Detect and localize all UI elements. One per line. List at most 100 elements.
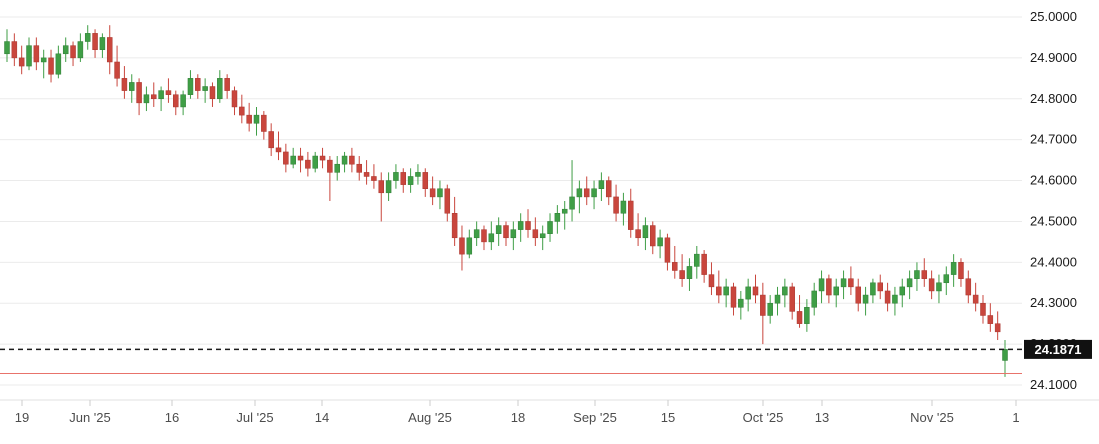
candle[interactable] [481, 225, 487, 251]
candle[interactable] [503, 221, 509, 246]
candle[interactable] [906, 270, 913, 300]
candle[interactable] [848, 266, 854, 296]
candle[interactable] [672, 245, 678, 279]
candle[interactable] [855, 278, 861, 312]
candle[interactable] [510, 221, 517, 251]
candle[interactable] [283, 143, 289, 173]
candle[interactable] [701, 250, 707, 283]
candle[interactable] [106, 25, 113, 75]
candle[interactable] [958, 258, 964, 287]
candle[interactable] [202, 78, 208, 103]
candle[interactable] [796, 295, 803, 328]
candle[interactable] [187, 70, 194, 99]
candle[interactable] [173, 90, 179, 116]
candle[interactable] [437, 180, 443, 210]
candle[interactable] [620, 192, 627, 226]
candle[interactable] [261, 111, 267, 140]
candle[interactable] [349, 147, 355, 173]
candle[interactable] [363, 160, 370, 185]
candle[interactable] [994, 311, 1001, 341]
candle[interactable] [613, 184, 619, 222]
candle[interactable] [635, 213, 641, 246]
candle[interactable] [253, 106, 260, 136]
candle[interactable] [217, 70, 223, 103]
candle[interactable] [591, 180, 597, 210]
candle[interactable] [385, 172, 392, 201]
candle[interactable] [1002, 340, 1008, 377]
candle[interactable] [11, 33, 18, 67]
candle[interactable] [143, 86, 150, 112]
candle[interactable] [312, 151, 318, 173]
candle[interactable] [473, 221, 480, 246]
candle[interactable] [341, 151, 348, 173]
candle[interactable] [745, 278, 751, 312]
candle[interactable] [598, 172, 605, 201]
candle[interactable] [980, 295, 986, 324]
candle[interactable] [628, 188, 634, 238]
candle[interactable] [158, 86, 164, 112]
candle[interactable] [782, 278, 788, 308]
candle[interactable] [554, 205, 561, 234]
candle[interactable] [151, 82, 157, 107]
candle[interactable] [818, 270, 825, 304]
candle[interactable] [305, 151, 311, 177]
candle[interactable] [121, 66, 128, 99]
candle[interactable] [231, 86, 238, 116]
candle[interactable] [275, 131, 282, 161]
candle[interactable] [129, 74, 135, 103]
candle[interactable] [495, 217, 502, 246]
candle[interactable] [730, 282, 737, 316]
candle[interactable] [752, 274, 759, 304]
candle[interactable] [583, 176, 590, 206]
candle[interactable] [950, 254, 957, 287]
candle[interactable] [180, 90, 186, 116]
candle[interactable] [459, 225, 465, 271]
candle[interactable] [319, 147, 326, 169]
candle[interactable] [694, 245, 700, 279]
candle[interactable] [877, 274, 883, 300]
candle[interactable] [99, 33, 106, 58]
candle[interactable] [921, 258, 928, 287]
candle[interactable] [429, 176, 436, 206]
candle[interactable] [738, 290, 744, 320]
candle[interactable] [517, 213, 524, 242]
candle[interactable] [239, 94, 245, 124]
candle[interactable] [334, 156, 340, 181]
candle[interactable] [789, 282, 795, 320]
candle[interactable] [892, 286, 898, 316]
candle[interactable] [760, 282, 766, 345]
candle[interactable] [400, 168, 407, 193]
candle[interactable] [18, 45, 25, 75]
candle[interactable] [70, 41, 76, 67]
candle[interactable] [664, 233, 671, 271]
candle[interactable] [943, 266, 950, 296]
candle[interactable] [33, 37, 40, 71]
candle[interactable] [650, 221, 656, 255]
candle[interactable] [987, 303, 994, 332]
candle[interactable] [268, 123, 274, 157]
candle[interactable] [804, 299, 810, 332]
candle[interactable] [914, 262, 920, 291]
candle[interactable] [605, 176, 612, 206]
candle[interactable] [569, 160, 575, 222]
candle[interactable] [767, 295, 773, 324]
candle[interactable] [327, 156, 333, 201]
candle[interactable] [642, 217, 649, 251]
candle[interactable] [297, 147, 304, 173]
candle[interactable] [422, 168, 429, 197]
candle[interactable] [576, 180, 583, 214]
candle[interactable] [532, 217, 539, 246]
candle[interactable] [55, 45, 62, 79]
candle[interactable] [466, 229, 473, 259]
candle[interactable] [393, 164, 399, 189]
candle[interactable] [114, 45, 120, 87]
candle[interactable] [378, 172, 384, 222]
candle[interactable] [77, 33, 84, 62]
candle[interactable] [136, 78, 142, 116]
candle[interactable] [525, 209, 531, 238]
candle[interactable] [209, 82, 216, 107]
candle[interactable] [407, 168, 414, 193]
candle[interactable] [811, 282, 817, 316]
